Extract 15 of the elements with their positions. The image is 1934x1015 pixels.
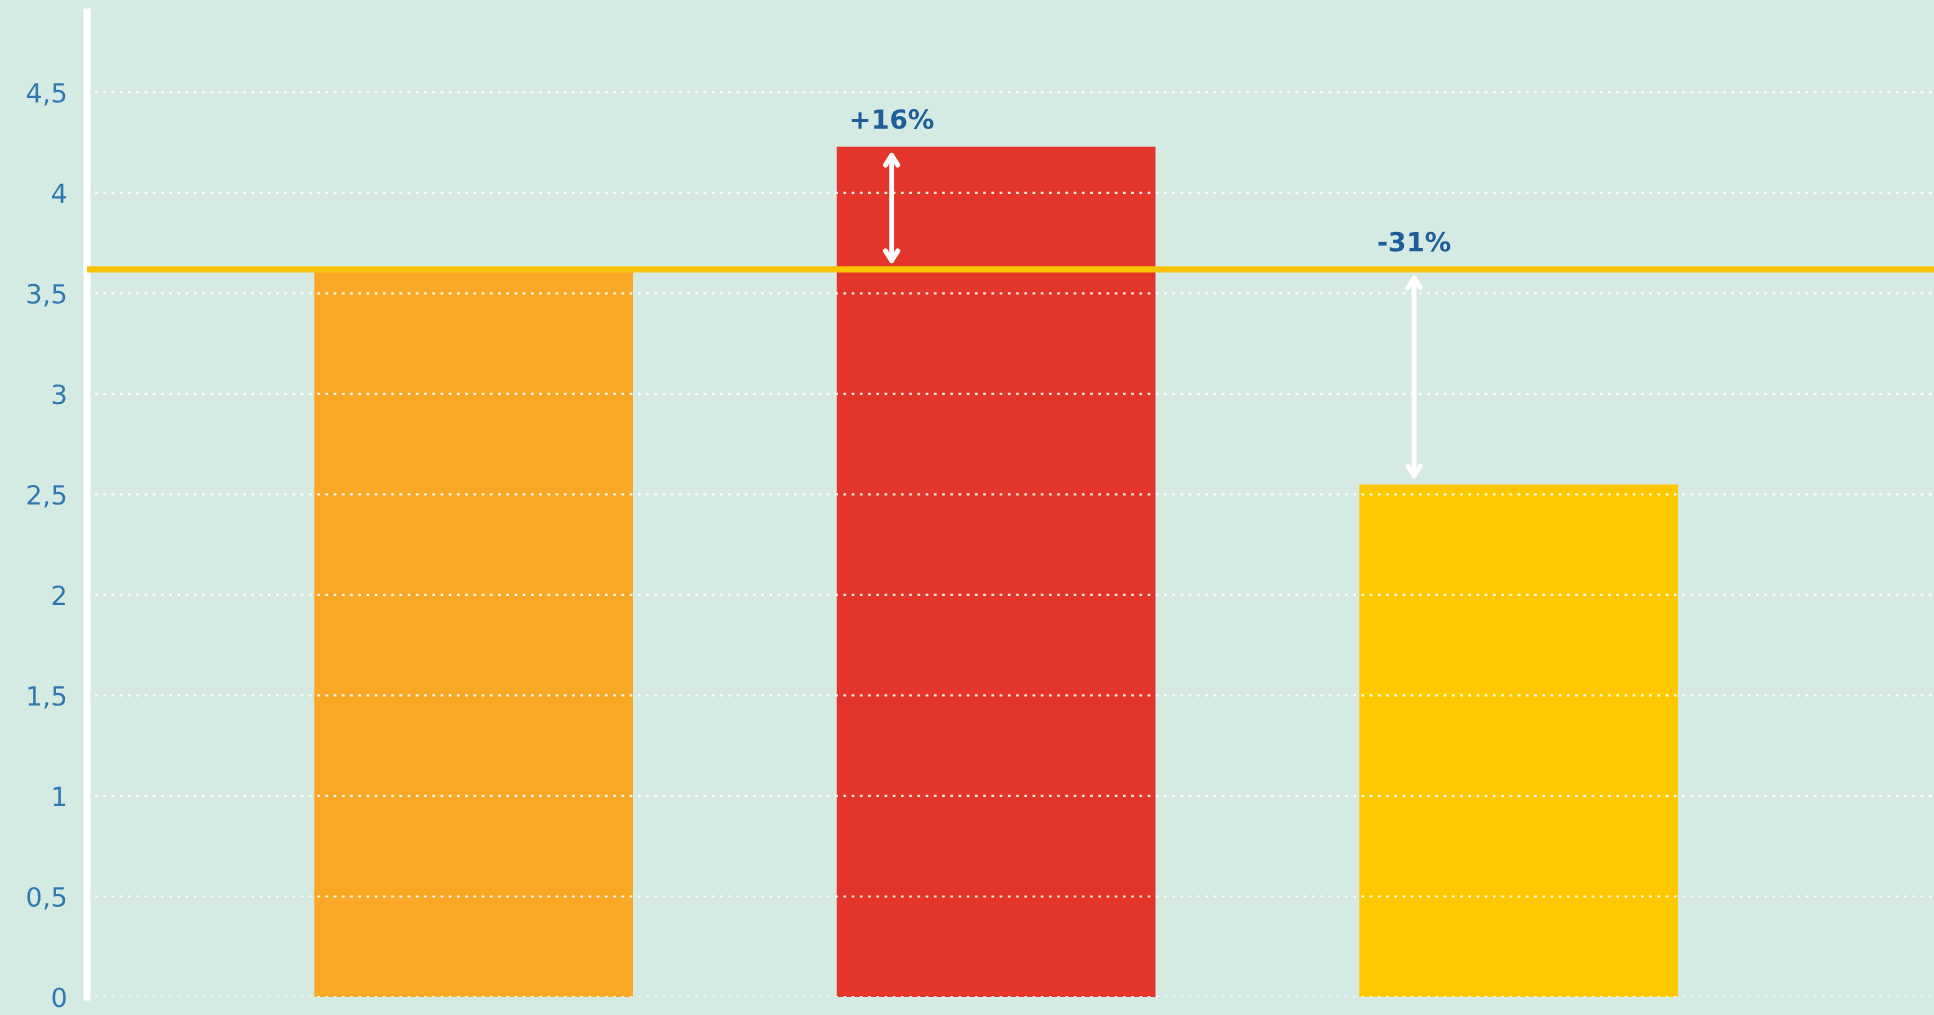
y-tick-label: 4 [52,183,67,203]
y-tick-label: 4,5 [26,83,66,106]
y-tick-label: 2,5 [27,484,66,508]
annotation: -31% [1378,231,1451,252]
bar [836,146,1156,997]
y-tick-label: 2 [52,585,65,605]
bar [314,269,633,997]
y-tick-label: 1 [53,786,66,807]
y-tick-label: 0,5 [27,886,66,910]
y-tick-label: 3 [52,384,66,405]
y-tick-label: 0 [52,987,66,1008]
y-tick-label: 1,5 [28,686,66,709]
y-tick-label: 3,5 [27,283,66,307]
bar [1359,484,1678,997]
annotation: +16% [851,109,934,130]
